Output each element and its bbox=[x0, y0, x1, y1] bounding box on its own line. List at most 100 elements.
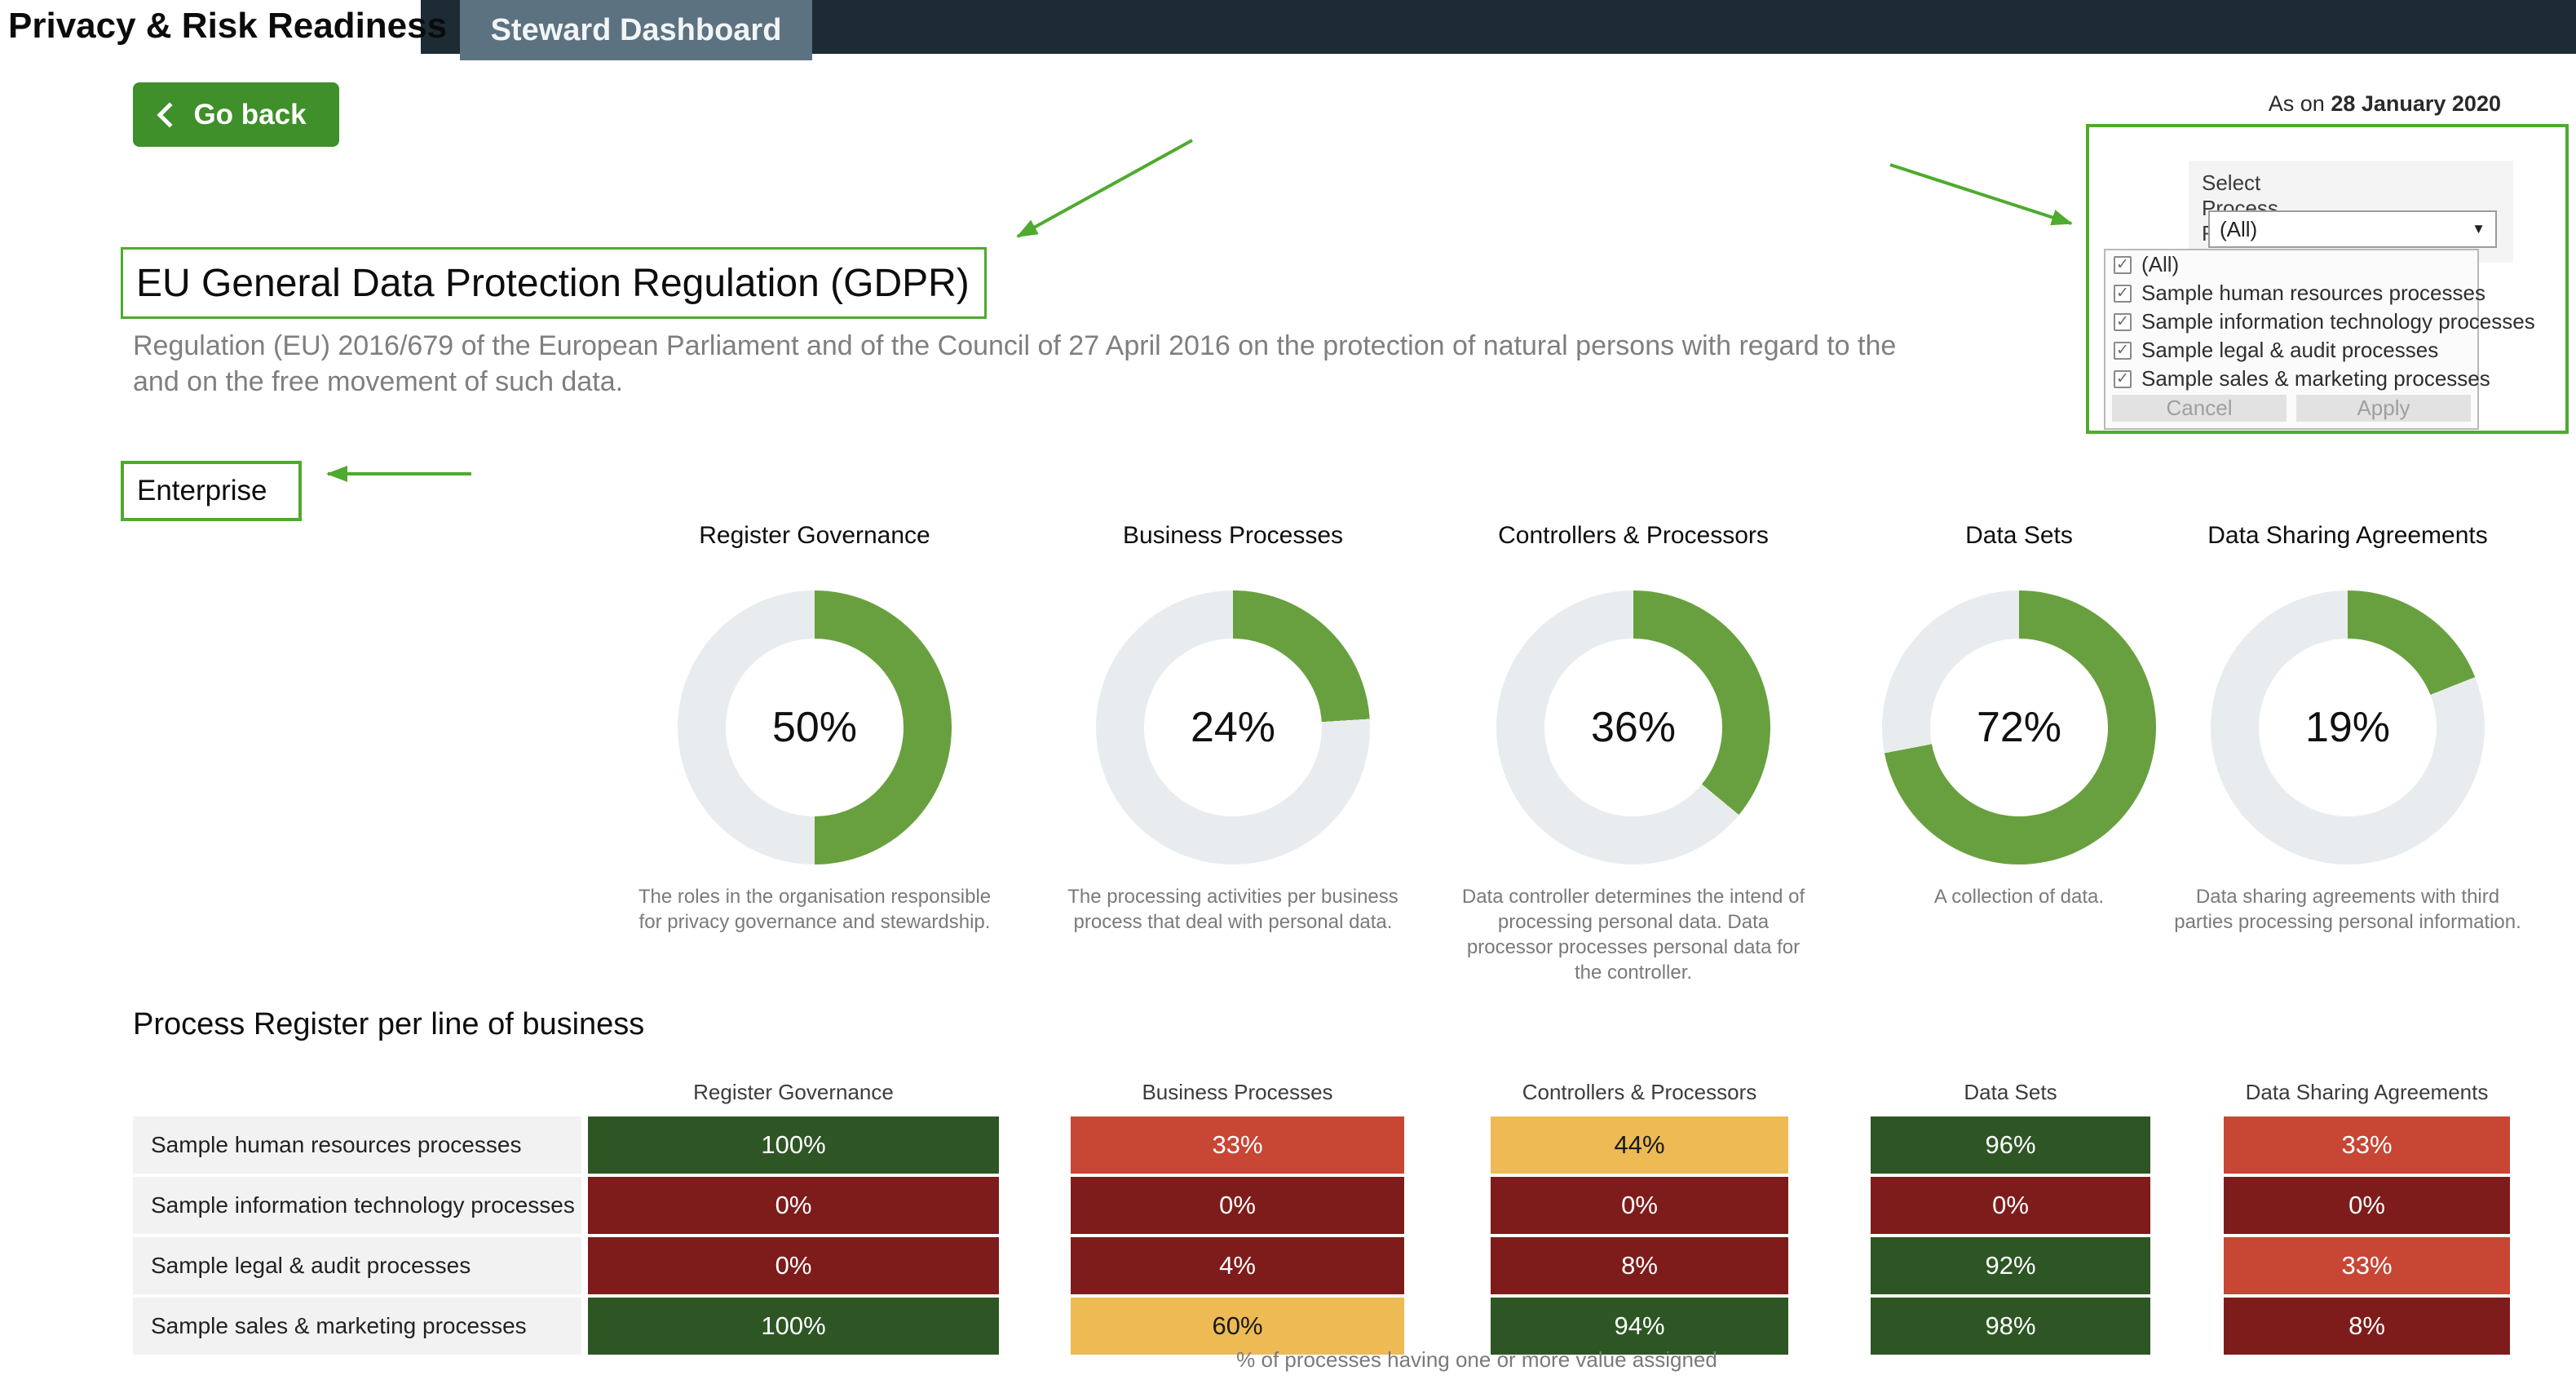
value-cell[interactable]: 0% bbox=[588, 1237, 999, 1294]
kpi-card-1: Business Processes 24% The processing acti… bbox=[1037, 522, 1429, 935]
table-gap bbox=[133, 1056, 581, 1090]
value-cell[interactable]: 92% bbox=[1871, 1237, 2150, 1294]
donut-chart[interactable]: 24% bbox=[1096, 590, 1370, 864]
regulation-title: EU General Data Protection Regulation (G… bbox=[136, 261, 970, 305]
as-on-prefix: As on bbox=[2268, 91, 2331, 116]
value-cell[interactable]: 0% bbox=[1871, 1177, 2150, 1234]
value-cell[interactable]: 8% bbox=[1491, 1237, 1788, 1294]
tab-steward-dashboard[interactable]: Steward Dashboard bbox=[460, 0, 812, 60]
filter-option-1[interactable]: ✓ Sample human resources processes bbox=[2105, 279, 2485, 307]
filter-option-label: Sample sales & marketing processes bbox=[2141, 366, 2490, 391]
row-label-2[interactable]: Sample legal & audit processes bbox=[133, 1237, 581, 1294]
kpi-value: 72% bbox=[1976, 704, 2062, 751]
donut-chart[interactable]: 19% bbox=[2211, 590, 2485, 864]
apply-button[interactable]: Apply bbox=[2296, 395, 2471, 422]
go-back-label: Go back bbox=[193, 98, 307, 130]
value-cell[interactable]: 60% bbox=[1071, 1298, 1404, 1355]
value-cell[interactable]: 0% bbox=[588, 1177, 999, 1234]
go-back-button[interactable]: Go back bbox=[133, 82, 339, 147]
kpi-value: 19% bbox=[2304, 704, 2391, 751]
table-gap bbox=[581, 1298, 588, 1355]
column-header-4: Data Sharing Agreements bbox=[2245, 1080, 2489, 1104]
filter-buttons: Cancel Apply bbox=[2112, 395, 2471, 422]
donut-chart[interactable]: 50% bbox=[678, 590, 952, 864]
chevron-left-icon bbox=[157, 101, 183, 128]
table-gap bbox=[581, 1116, 588, 1174]
table-gap bbox=[1788, 1298, 1871, 1355]
filter-option-3[interactable]: ✓ Sample legal & audit processes bbox=[2105, 336, 2477, 365]
value-cell[interactable]: 100% bbox=[588, 1116, 999, 1174]
kpi-value: 50% bbox=[771, 704, 858, 751]
kpi-value: 24% bbox=[1190, 704, 1276, 751]
donut-chart[interactable]: 72% bbox=[1882, 590, 2156, 864]
column-header-2: Controllers & Processors bbox=[1522, 1080, 1757, 1104]
arrow-to-filter bbox=[1889, 163, 2073, 226]
donut-chart[interactable]: 36% bbox=[1496, 590, 1770, 864]
value-cell[interactable]: 33% bbox=[2224, 1237, 2510, 1294]
row-label-3[interactable]: Sample sales & marketing processes bbox=[133, 1298, 581, 1355]
filter-option-4[interactable]: ✓ Sample sales & marketing processes bbox=[2105, 365, 2490, 393]
regulation-subtitle-line1: Regulation (EU) 2016/679 of the European… bbox=[133, 330, 1897, 361]
table-gap bbox=[999, 1116, 1071, 1174]
tab-label: Steward Dashboard bbox=[490, 12, 782, 47]
value-cell[interactable]: 33% bbox=[2224, 1116, 2510, 1174]
value-cell[interactable]: 0% bbox=[1071, 1177, 1404, 1234]
value-cell[interactable]: 4% bbox=[1071, 1237, 1404, 1294]
filter-option-label: Sample human resources processes bbox=[2141, 281, 2485, 305]
value-cell[interactable]: 8% bbox=[2224, 1298, 2510, 1355]
as-on-value: 28 January 2020 bbox=[2331, 91, 2501, 116]
donut-hole: 72% bbox=[1930, 639, 2108, 816]
table-gap bbox=[1788, 1056, 1871, 1090]
table-gap bbox=[581, 1237, 588, 1294]
donut-hole: 36% bbox=[1544, 639, 1722, 816]
filter-dropdown-list: ✓ (All) ✓ Sample human resources processes ✓… bbox=[2104, 249, 2535, 430]
value-cell[interactable]: 0% bbox=[2224, 1177, 2510, 1234]
as-on-date: As on 28 January 2020 bbox=[2269, 91, 2501, 117]
table-footnote: % of processes having one or more value … bbox=[1236, 1347, 1717, 1372]
column-header-1: Business Processes bbox=[1142, 1080, 1333, 1104]
table-gap bbox=[1788, 1177, 1871, 1234]
table-gap bbox=[999, 1056, 1071, 1090]
kpi-description: A collection of data. bbox=[1933, 886, 2105, 908]
chevron-down-icon: ▼ bbox=[2472, 221, 2485, 237]
kpi-value: 36% bbox=[1590, 704, 1677, 751]
row-label-0[interactable]: Sample human resources processes bbox=[133, 1116, 581, 1174]
checkbox-checked-icon[interactable]: ✓ bbox=[2114, 369, 2132, 388]
kpi-description: Data controller determines the intend of… bbox=[1461, 886, 1805, 984]
table-gap bbox=[1404, 1056, 1491, 1090]
table-gap bbox=[1404, 1237, 1491, 1294]
filter-options: ✓ (All) ✓ Sample human resources processes ✓… bbox=[2105, 250, 2535, 393]
kpi-title: Data Sharing Agreements bbox=[2207, 522, 2488, 549]
table-gap bbox=[2150, 1237, 2224, 1294]
kpi-card-4: Data Sharing Agreements 19% Data sharing a… bbox=[2152, 522, 2543, 935]
row-label-1[interactable]: Sample information technology processes bbox=[133, 1177, 581, 1234]
value-cell[interactable]: 94% bbox=[1491, 1298, 1788, 1355]
value-cell[interactable]: 96% bbox=[1871, 1116, 2150, 1174]
regulation-subtitle: Regulation (EU) 2016/679 of the European… bbox=[133, 328, 2563, 400]
value-cell[interactable]: 33% bbox=[1071, 1116, 1404, 1174]
table-gap bbox=[2150, 1298, 2224, 1355]
donut-hole: 19% bbox=[2259, 639, 2437, 816]
process-register-table: Register Governance Business Processes Con… bbox=[133, 1056, 2510, 1355]
table-heading: Process Register per line of business bbox=[133, 1007, 645, 1041]
filter-annotation-box bbox=[2086, 124, 2569, 434]
value-cell[interactable]: 44% bbox=[1491, 1116, 1788, 1174]
table-gap bbox=[999, 1298, 1071, 1355]
value-cell[interactable]: 98% bbox=[1871, 1298, 2150, 1355]
checkbox-checked-icon[interactable]: ✓ bbox=[2114, 312, 2132, 331]
kpi-description: The roles in the organisation responsibl… bbox=[638, 886, 992, 933]
table-gap bbox=[1404, 1116, 1491, 1174]
value-cell[interactable]: 0% bbox=[1491, 1177, 1788, 1234]
checkbox-checked-icon[interactable]: ✓ bbox=[2114, 341, 2132, 360]
filter-option-2[interactable]: ✓ Sample information technology processes bbox=[2105, 307, 2535, 336]
cancel-button[interactable]: Cancel bbox=[2112, 395, 2287, 422]
filter-option-0[interactable]: ✓ (All) bbox=[2105, 250, 2477, 279]
app-title: Privacy & Risk Readiness bbox=[8, 6, 448, 46]
value-cell[interactable]: 100% bbox=[588, 1298, 999, 1355]
checkbox-checked-icon[interactable]: ✓ bbox=[2114, 255, 2132, 274]
table-gap bbox=[999, 1237, 1071, 1294]
filter-select[interactable]: (All) ▼ bbox=[2208, 210, 2497, 248]
filter-option-label: (All) bbox=[2141, 252, 2180, 276]
checkbox-checked-icon[interactable]: ✓ bbox=[2114, 284, 2132, 303]
